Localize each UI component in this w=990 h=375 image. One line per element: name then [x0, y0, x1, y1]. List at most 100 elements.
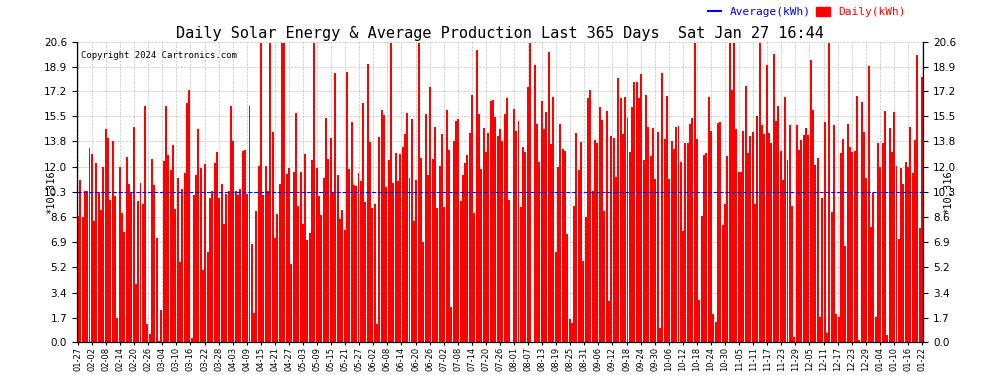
Bar	[142, 204, 144, 342]
Bar	[881, 143, 883, 342]
Bar	[364, 202, 366, 342]
Bar	[145, 106, 147, 342]
Bar	[525, 152, 527, 342]
Bar	[564, 151, 566, 342]
Bar	[742, 131, 744, 342]
Bar	[350, 122, 352, 342]
Bar	[608, 301, 610, 342]
Bar	[219, 198, 221, 342]
Bar	[541, 100, 543, 342]
Bar	[663, 140, 665, 342]
Bar	[891, 152, 893, 342]
Bar	[833, 125, 835, 342]
Bar	[100, 210, 102, 342]
Bar	[162, 161, 164, 342]
Bar	[290, 264, 292, 342]
Bar	[452, 141, 454, 342]
Bar	[912, 172, 914, 342]
Bar	[124, 232, 126, 342]
Bar	[423, 242, 425, 342]
Bar	[494, 117, 496, 342]
Bar	[304, 154, 306, 342]
Bar	[88, 148, 90, 342]
Bar	[462, 176, 464, 342]
Bar	[321, 215, 323, 342]
Bar	[355, 186, 357, 342]
Bar	[731, 90, 733, 342]
Bar	[464, 163, 466, 342]
Bar	[840, 153, 842, 342]
Bar	[749, 136, 751, 342]
Bar	[914, 140, 916, 342]
Bar	[782, 180, 784, 342]
Bar	[267, 190, 269, 342]
Bar	[390, 43, 392, 342]
Bar	[879, 167, 881, 342]
Bar	[385, 187, 387, 342]
Bar	[160, 310, 162, 342]
Bar	[471, 95, 473, 342]
Bar	[668, 179, 670, 342]
Bar	[457, 120, 459, 342]
Bar	[803, 135, 805, 342]
Bar	[223, 224, 225, 342]
Bar	[283, 43, 285, 342]
Bar	[176, 178, 178, 342]
Bar	[691, 118, 693, 342]
Bar	[359, 181, 361, 342]
Bar	[432, 159, 434, 342]
Bar	[849, 147, 851, 342]
Bar	[342, 210, 344, 342]
Bar	[325, 117, 327, 342]
Bar	[169, 170, 171, 342]
Bar	[547, 52, 549, 342]
Bar	[786, 160, 788, 342]
Bar	[226, 194, 228, 342]
Bar	[114, 196, 116, 342]
Bar	[264, 166, 266, 342]
Bar	[430, 87, 432, 342]
Bar	[738, 172, 740, 342]
Bar	[615, 177, 617, 342]
Bar	[371, 208, 373, 342]
Bar	[682, 231, 684, 342]
Bar	[179, 262, 181, 342]
Bar	[765, 65, 767, 342]
Bar	[344, 230, 346, 342]
Bar	[617, 78, 619, 342]
Bar	[559, 124, 561, 342]
Bar	[772, 54, 774, 342]
Bar	[79, 180, 81, 342]
Bar	[207, 252, 209, 342]
Bar	[884, 111, 886, 342]
Bar	[230, 106, 232, 342]
Bar	[886, 335, 888, 342]
Bar	[647, 127, 649, 342]
Bar	[860, 102, 862, 342]
Bar	[330, 138, 332, 342]
Bar	[779, 151, 781, 342]
Bar	[815, 165, 817, 342]
Bar	[172, 146, 174, 342]
Bar	[165, 106, 167, 342]
Bar	[140, 183, 142, 342]
Bar	[248, 106, 250, 342]
Bar	[865, 178, 867, 342]
Bar	[98, 192, 100, 342]
Bar	[893, 112, 895, 342]
Bar	[858, 340, 860, 342]
Bar	[810, 60, 812, 342]
Bar	[497, 136, 499, 342]
Bar	[627, 118, 629, 342]
Bar	[278, 184, 280, 342]
Bar	[592, 190, 594, 342]
Bar	[775, 120, 777, 342]
Bar	[652, 128, 654, 342]
Bar	[717, 123, 719, 342]
Bar	[271, 132, 273, 342]
Text: *10,316: *10,316	[47, 170, 56, 214]
Bar	[276, 214, 278, 342]
Bar	[747, 153, 749, 342]
Bar	[919, 228, 921, 342]
Bar	[335, 73, 337, 342]
